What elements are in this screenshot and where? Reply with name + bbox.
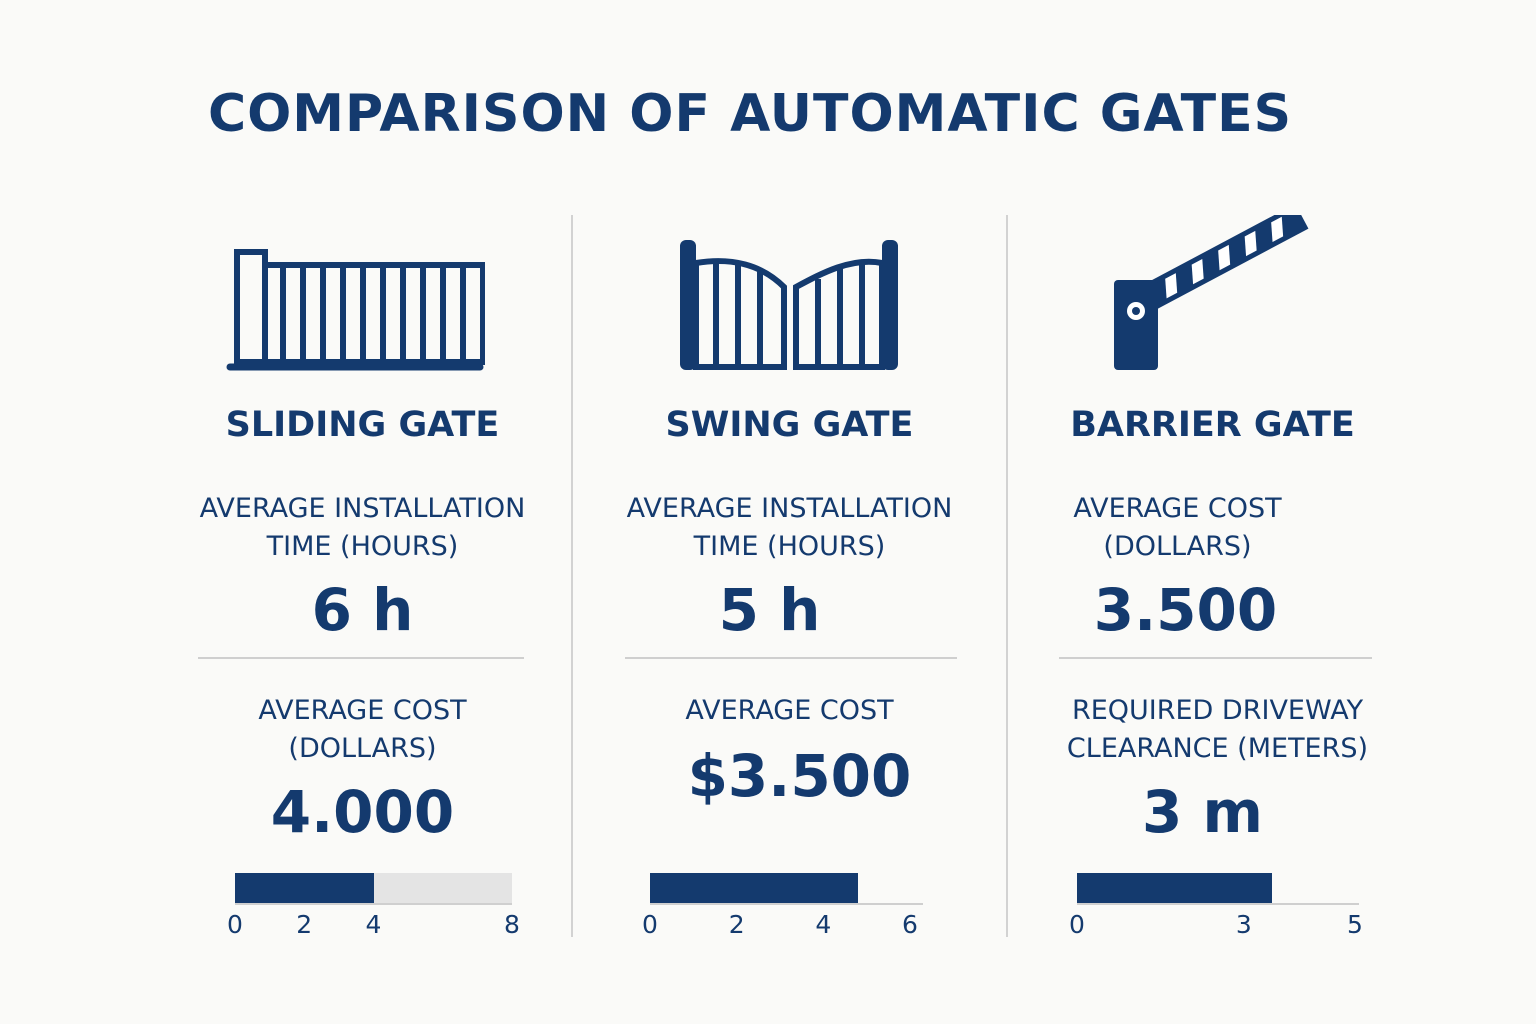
sliding-gate-icon [225,215,506,375]
tick-label: 6 [902,910,918,939]
bar [650,873,858,903]
barrier-gate-icon [1110,203,1320,375]
tick-label: 4 [815,910,832,939]
metric-label: AVERAGE COST (DOLLARS) [190,692,535,768]
column-swing-gate: SWING GATE AVERAGE INSTALLATION TIME (HO… [617,0,962,1024]
tick-label: 3 [1235,910,1252,939]
metric-label: AVERAGE INSTALLATION TIME (HOURS) [617,490,962,566]
tick-label: 8 [504,910,520,939]
metric-value: 5 h [718,576,821,644]
column-sliding-gate: SLIDING GATE AVERAGE INSTALLATION TIME (… [190,0,535,1024]
section-divider [625,657,957,659]
metric-label: AVERAGE INSTALLATION TIME (HOURS) [190,490,535,566]
bar-axis [1077,903,1359,905]
metric-label-line: REQUIRED DRIVEWAY [1071,695,1364,726]
metric-label-line: CLEARANCE (METERS) [1066,733,1369,764]
gate-name: BARRIER GATE [1070,405,1355,445]
metric-label-line: TIME (HOURS) [266,531,459,562]
metric-label-line: AVERAGE INSTALLATION [626,493,953,524]
tick-label: 0 [227,910,243,939]
metric-value: $3.500 [687,742,912,810]
bar-chart-sliding [235,873,512,903]
metric-value: 3 m [1142,778,1263,846]
metric-value: 6 h [311,576,414,644]
bar-chart-barrier [1077,873,1355,903]
metric-label: AVERAGE COST (DOLLARS) [1005,490,1350,566]
tick-label: 5 [1347,910,1363,939]
section-divider [1059,657,1372,659]
metric-label-line: AVERAGE INSTALLATION [199,493,526,524]
column-divider [571,215,573,937]
metric-label-line: AVERAGE COST [685,695,894,726]
tick-label: 0 [642,910,658,939]
section-divider [198,657,524,659]
metric-label: REQUIRED DRIVEWAY CLEARANCE (METERS) [1045,692,1390,768]
tick-label: 0 [1069,910,1085,939]
column-barrier-gate: BARRIER GATE AVERAGE COST (DOLLARS) 3.50… [1040,0,1385,1024]
metric-label-line: (DOLLARS) [1103,531,1252,562]
bar-chart-swing [650,873,910,903]
bar [235,873,374,903]
tick-label: 2 [296,910,313,939]
bar [1077,873,1272,903]
column-divider [1006,215,1008,937]
bar-axis [650,903,923,905]
metric-label-line: TIME (HOURS) [693,531,886,562]
metric-value: 4.000 [270,778,455,846]
metric-value: 3.500 [1093,576,1278,644]
swing-gate-icon [672,215,907,375]
metric-label-line: (DOLLARS) [288,733,437,764]
bar-axis [235,903,512,905]
metric-label: AVERAGE COST [617,692,962,730]
gate-name: SLIDING GATE [225,405,500,445]
metric-label-line: AVERAGE COST [258,695,467,726]
page-title: COMPARISON OF AUTOMATIC GATES [207,84,1293,144]
metric-label-line: AVERAGE COST [1073,493,1282,524]
gate-name: SWING GATE [665,405,914,445]
tick-label: 2 [728,910,745,939]
tick-label: 4 [365,910,382,939]
